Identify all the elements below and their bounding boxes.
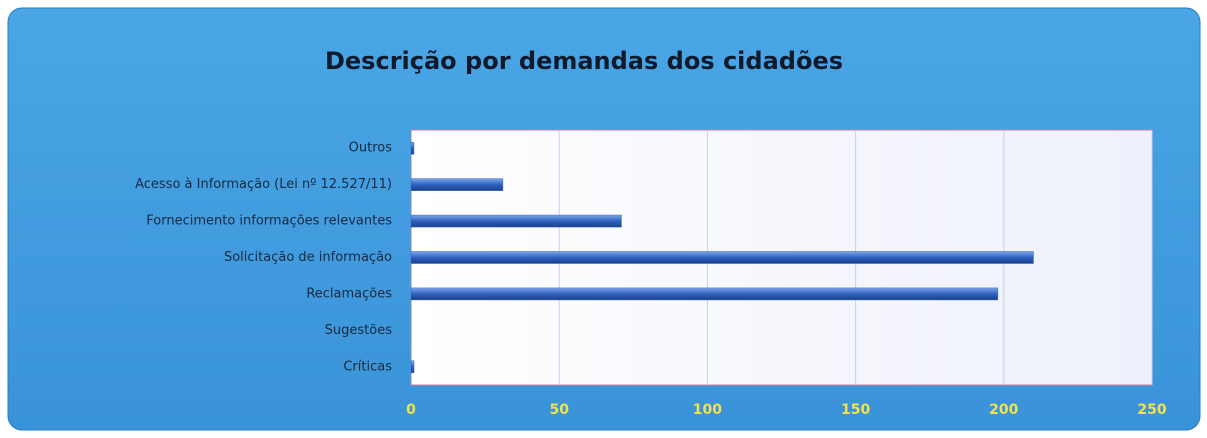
chart-title: Descrição por demandas dos cidadões xyxy=(325,47,843,75)
y-tick-label: Fornecimento informações relevantes xyxy=(146,214,392,229)
y-tick-label: Sugestões xyxy=(325,323,393,338)
y-tick-label: Outros xyxy=(349,141,393,156)
bar xyxy=(410,214,622,228)
x-tick-label: 0 xyxy=(406,402,416,418)
y-tick-label: Acesso à Informação (Lei nº 12.527/11) xyxy=(135,177,392,192)
bar xyxy=(410,360,415,374)
y-tick-label: Solicitação de informação xyxy=(224,250,392,265)
x-tick-label: 100 xyxy=(693,402,722,418)
y-tick-label: Reclamações xyxy=(306,286,392,301)
bar xyxy=(410,178,504,191)
x-tick-label: 200 xyxy=(989,402,1018,418)
x-tick-label: 150 xyxy=(841,402,870,418)
x-tick-label: 250 xyxy=(1137,402,1166,418)
y-tick-label: Críticas xyxy=(343,359,392,374)
bar xyxy=(410,141,415,155)
bar xyxy=(410,287,999,301)
bar xyxy=(410,251,1034,264)
x-tick-label: 50 xyxy=(549,402,569,418)
